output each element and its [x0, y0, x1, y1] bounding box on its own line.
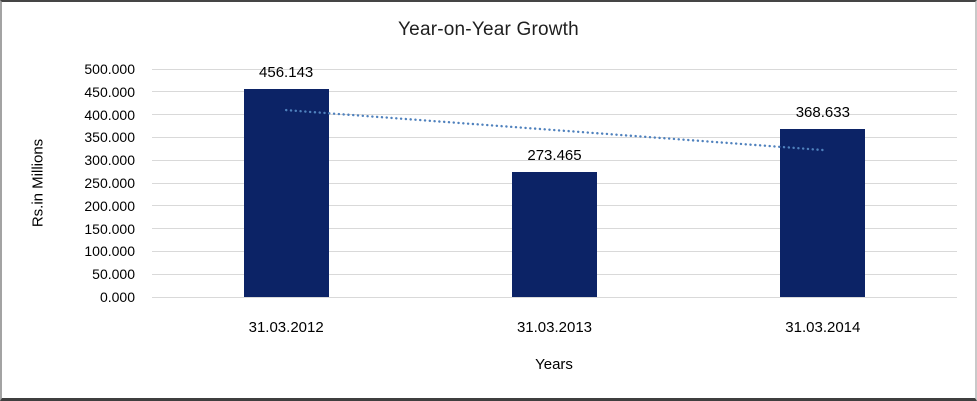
y-axis-tick-label: 500.000: [84, 61, 135, 77]
y-axis-tick-label: 100.000: [84, 243, 135, 260]
x-axis-title: Years: [535, 356, 573, 373]
gridline: [152, 91, 957, 93]
bar-31.03.2014: [780, 128, 866, 297]
y-axis-tick-label: 400.000: [84, 106, 135, 123]
bar-31.03.2012: [243, 88, 329, 297]
y-axis-tick-label: 300.000: [84, 152, 135, 169]
x-axis-tick-label: 31.03.2014: [785, 319, 861, 336]
data-label: 368.633: [795, 103, 850, 121]
gridline: [152, 296, 957, 298]
x-axis-tick-label: 31.03.2013: [516, 319, 593, 336]
y-axis-tick-label: 250.000: [84, 175, 135, 191]
x-axis-tick-label: 31.03.2012: [248, 319, 324, 336]
chart-title: Year-on-Year Growth: [398, 19, 579, 40]
y-axis-tick-label: 0.000: [99, 289, 135, 305]
gridline: [152, 159, 957, 161]
y-axis-tick-label: 450.000: [84, 83, 135, 100]
y-axis-tick-label: 50.000: [92, 266, 135, 283]
data-label: 273.465: [527, 147, 582, 165]
gridline: [152, 68, 957, 70]
bar-31.03.2013: [512, 172, 597, 297]
y-axis-tick-label: 150.000: [84, 220, 135, 237]
y-axis-tick-label: 350.000: [84, 129, 135, 146]
y-axis-tick-label: 200.000: [84, 197, 135, 214]
data-label: 456.143: [259, 63, 314, 81]
